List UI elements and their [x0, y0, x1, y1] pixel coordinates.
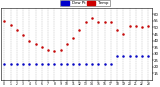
Legend: Dew Pt, Temp: Dew Pt, Temp — [60, 0, 110, 6]
